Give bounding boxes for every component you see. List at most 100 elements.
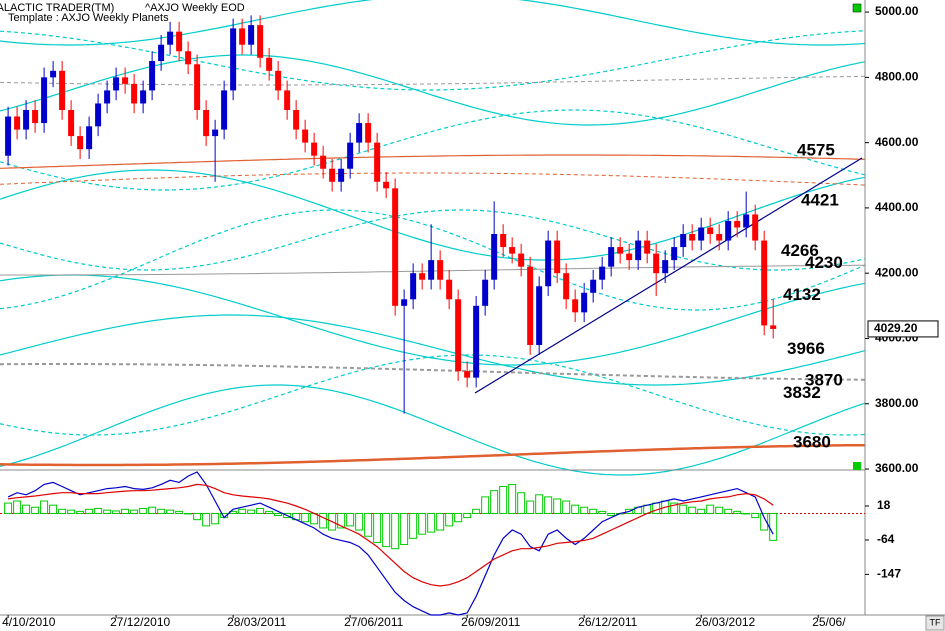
candle-body <box>239 28 246 45</box>
histogram-bar <box>139 507 148 514</box>
x-tick-label: 27/06/2011 <box>344 615 403 629</box>
candle-body <box>122 77 129 84</box>
histogram-bar <box>571 504 580 514</box>
histogram-bar <box>238 508 247 514</box>
candle-body <box>761 240 768 326</box>
candle-body <box>572 299 579 313</box>
histogram-bar <box>544 496 553 514</box>
candle-body <box>5 116 12 156</box>
y-tick-label: -147 <box>877 567 901 581</box>
histogram-bar <box>715 506 724 514</box>
level-label: 3680 <box>793 432 831 451</box>
x-tick-label: 26/09/2011 <box>461 615 520 629</box>
histogram-bar <box>706 504 715 514</box>
histogram-bar <box>562 500 571 514</box>
planet-curve <box>0 172 866 186</box>
candle-body <box>293 109 300 130</box>
candle-body <box>680 234 687 248</box>
planet-curve <box>0 354 866 436</box>
histogram-bar <box>148 506 157 514</box>
histogram-bar <box>202 512 211 527</box>
histogram-bar <box>4 502 13 514</box>
candle-body <box>347 142 354 169</box>
candle-body <box>509 247 516 254</box>
histogram-bar <box>31 506 40 514</box>
x-tick-label: 25/06/ <box>812 615 846 629</box>
candle-body <box>275 70 282 91</box>
level-label: 4266 <box>781 241 819 260</box>
tf-button-label[interactable]: TF <box>930 617 941 627</box>
histogram-bar <box>751 512 760 519</box>
indicator-line <box>7 471 774 616</box>
candle-body <box>32 109 39 124</box>
candle-body <box>617 247 624 254</box>
candle-body <box>365 123 372 143</box>
candle-body <box>50 70 57 78</box>
level-label: 3966 <box>787 339 825 358</box>
histogram-bar <box>535 494 544 514</box>
histogram-bar <box>274 512 283 517</box>
candle-body <box>707 227 714 235</box>
candle-body <box>626 253 633 261</box>
candle-body <box>653 253 660 274</box>
candle-body <box>311 142 318 156</box>
histogram-bar <box>589 508 598 514</box>
histogram-bar <box>373 512 382 543</box>
histogram-bar <box>463 512 472 519</box>
candle-body <box>635 240 642 261</box>
candle-body <box>302 129 309 143</box>
histogram-bar <box>22 504 31 514</box>
candle-body <box>383 181 390 189</box>
histogram-bar <box>400 512 409 546</box>
candle-body <box>131 83 138 104</box>
corner-box[interactable] <box>852 3 862 13</box>
corner-box[interactable] <box>853 462 861 470</box>
histogram-bar <box>130 509 139 514</box>
candle-body <box>536 286 543 345</box>
tf-button[interactable] <box>925 615 945 631</box>
histogram-bar <box>382 512 391 548</box>
histogram-bar <box>724 508 733 514</box>
candle-body <box>158 44 165 62</box>
histogram-bar <box>346 512 355 527</box>
histogram-bar <box>472 508 481 514</box>
level-label: 3832 <box>783 383 821 402</box>
candle-body <box>482 279 489 306</box>
candle-body <box>23 109 30 130</box>
histogram-bar <box>607 512 616 517</box>
y-tick-label: 4200.00 <box>875 265 919 279</box>
candle-body <box>662 260 669 274</box>
planet-curve <box>0 314 866 386</box>
histogram-bar <box>688 506 697 514</box>
histogram-bar <box>301 512 310 523</box>
histogram-bar <box>670 502 679 514</box>
candle-body <box>428 260 435 280</box>
histogram-bar <box>517 492 526 514</box>
planet-curve <box>0 443 865 467</box>
candle-body <box>59 70 66 110</box>
y-tick-label: 4800.00 <box>875 70 919 84</box>
candle-body <box>671 247 678 261</box>
candle-body <box>284 90 291 110</box>
planet-curve <box>0 209 866 311</box>
histogram-bar <box>364 512 373 537</box>
candle-body <box>689 234 696 241</box>
level-label: 4230 <box>805 253 843 272</box>
planet-curve <box>0 384 866 476</box>
histogram-bar <box>733 510 742 514</box>
candle-body <box>392 188 399 306</box>
histogram-bar <box>418 512 427 535</box>
candle-body <box>248 25 255 45</box>
candle-body <box>410 273 417 300</box>
candle-body <box>464 371 471 378</box>
planet-curve <box>0 274 866 366</box>
histogram-bar <box>553 498 562 514</box>
candle-body <box>95 103 102 127</box>
candle-body <box>104 90 111 104</box>
candle-body <box>338 168 345 182</box>
histogram-bar <box>598 510 607 514</box>
histogram-bar <box>580 506 589 514</box>
level-label: 4421 <box>801 191 839 210</box>
app-name: GALACTIC TRADER(TM) <box>0 2 114 14</box>
